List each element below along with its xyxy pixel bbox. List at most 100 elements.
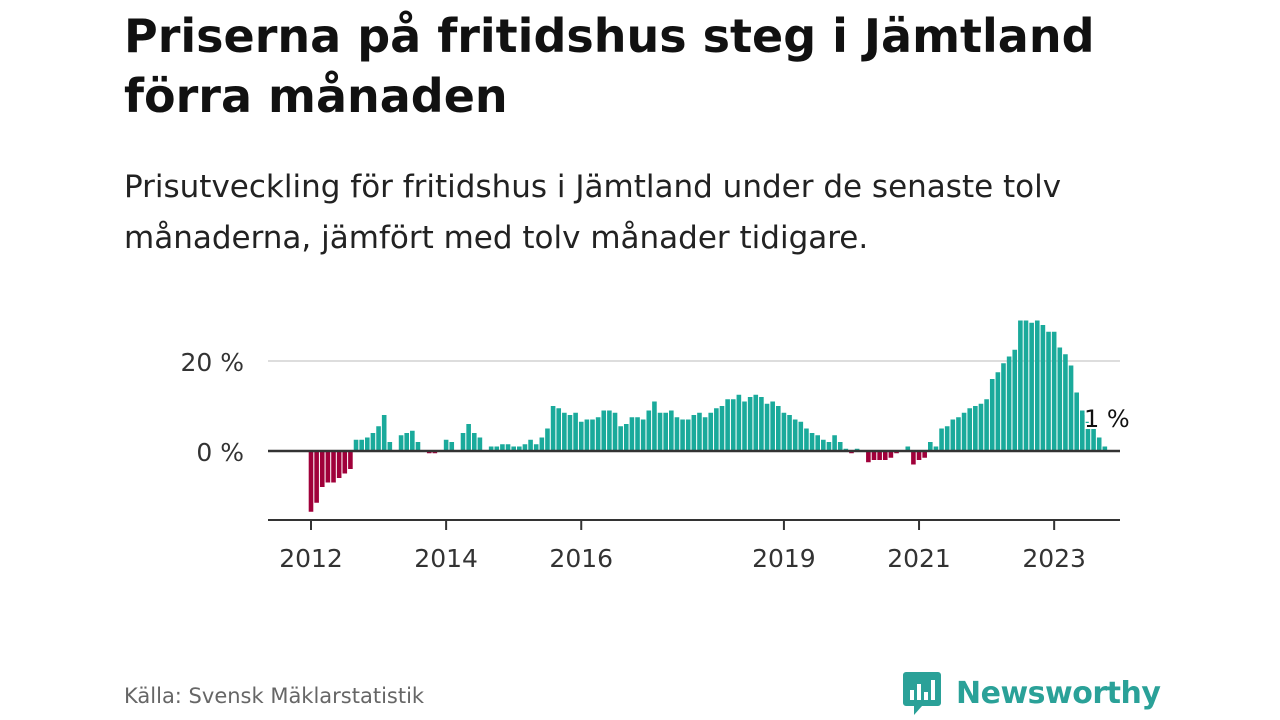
bar — [759, 397, 764, 451]
bar — [1074, 392, 1079, 451]
bar — [984, 399, 989, 451]
bar — [511, 446, 516, 451]
bar — [787, 415, 792, 451]
bar — [1063, 354, 1068, 451]
bar — [742, 401, 747, 451]
bar — [804, 428, 809, 451]
bar — [319, 451, 325, 487]
bar — [640, 419, 646, 451]
bar — [308, 451, 314, 512]
bar — [928, 442, 933, 451]
chart-title: Priserna på fritidshus steg i Jämtland f… — [124, 9, 1095, 123]
bar — [528, 439, 533, 451]
bar — [1051, 331, 1057, 451]
bar — [877, 451, 882, 460]
bar — [652, 401, 657, 451]
bar-chart-bubble-icon — [903, 672, 941, 715]
bar — [505, 444, 511, 451]
bar — [398, 435, 404, 451]
bar — [781, 412, 787, 451]
bar — [674, 417, 680, 451]
bar — [1096, 437, 1102, 451]
bar — [522, 444, 528, 451]
bar — [933, 446, 939, 451]
bar — [905, 446, 911, 451]
bar — [1012, 349, 1018, 451]
bar-layer — [308, 320, 1108, 512]
source-note: Källa: Svensk Mäklarstatistik — [124, 684, 425, 708]
bar — [826, 442, 832, 451]
bar — [471, 433, 477, 451]
bar — [539, 437, 545, 451]
bar — [443, 439, 449, 451]
bar — [623, 424, 629, 451]
bar — [460, 433, 466, 451]
bar — [950, 419, 956, 451]
bar — [1068, 365, 1074, 451]
x-tick-label: 2019 — [752, 544, 816, 573]
bar — [1057, 347, 1063, 451]
bar — [578, 421, 584, 451]
bar — [342, 451, 348, 474]
bar — [1001, 363, 1006, 451]
bar — [381, 415, 387, 451]
bar — [573, 412, 578, 451]
bar — [550, 406, 556, 451]
bar — [533, 444, 539, 451]
bar — [922, 451, 927, 458]
bar — [798, 421, 804, 451]
bar — [770, 401, 775, 451]
bar — [821, 439, 826, 451]
bar — [792, 419, 798, 451]
bar — [911, 451, 916, 465]
bar — [562, 412, 567, 451]
bar — [567, 415, 573, 451]
bar — [370, 433, 376, 451]
bar — [415, 442, 421, 451]
bar — [973, 406, 978, 451]
bar — [618, 426, 623, 451]
bar — [1080, 410, 1085, 451]
label-layer: 0 % 20 % 2012 2014 2016 2019 2021 2023 1 % — [180, 348, 1131, 573]
bar — [916, 451, 922, 460]
bar — [719, 406, 725, 451]
bar — [961, 412, 967, 451]
bar — [663, 412, 668, 451]
bar — [488, 446, 494, 451]
bar — [747, 397, 753, 451]
bar — [680, 419, 685, 451]
bar — [669, 410, 674, 451]
bar — [978, 403, 984, 451]
bar — [336, 451, 342, 478]
bar — [404, 433, 410, 451]
bar — [410, 430, 415, 451]
newsworthy-logo[interactable]: Newsworthy — [902, 670, 1161, 716]
bar — [314, 451, 319, 503]
bar — [837, 442, 843, 451]
axis-layer — [268, 449, 1120, 530]
bar — [353, 439, 359, 451]
bar — [595, 417, 601, 451]
bar — [730, 399, 736, 451]
bar — [517, 446, 522, 451]
bar — [753, 394, 759, 451]
bar — [584, 419, 590, 451]
bar — [685, 419, 691, 451]
bar — [995, 372, 1001, 451]
bar — [1006, 356, 1012, 451]
bar — [815, 435, 820, 451]
bar — [989, 379, 995, 451]
bar — [1040, 325, 1046, 451]
bar — [888, 451, 894, 458]
bar — [477, 437, 483, 451]
bar — [657, 412, 663, 451]
chart-subtitle: Prisutveckling för fritidshus i Jämtland… — [124, 169, 1062, 256]
bar — [697, 412, 702, 451]
x-tick-label: 2023 — [1022, 544, 1086, 573]
bar — [691, 415, 697, 451]
bar — [832, 435, 837, 451]
bar — [725, 399, 730, 451]
bar — [325, 451, 331, 483]
bar — [708, 412, 714, 451]
